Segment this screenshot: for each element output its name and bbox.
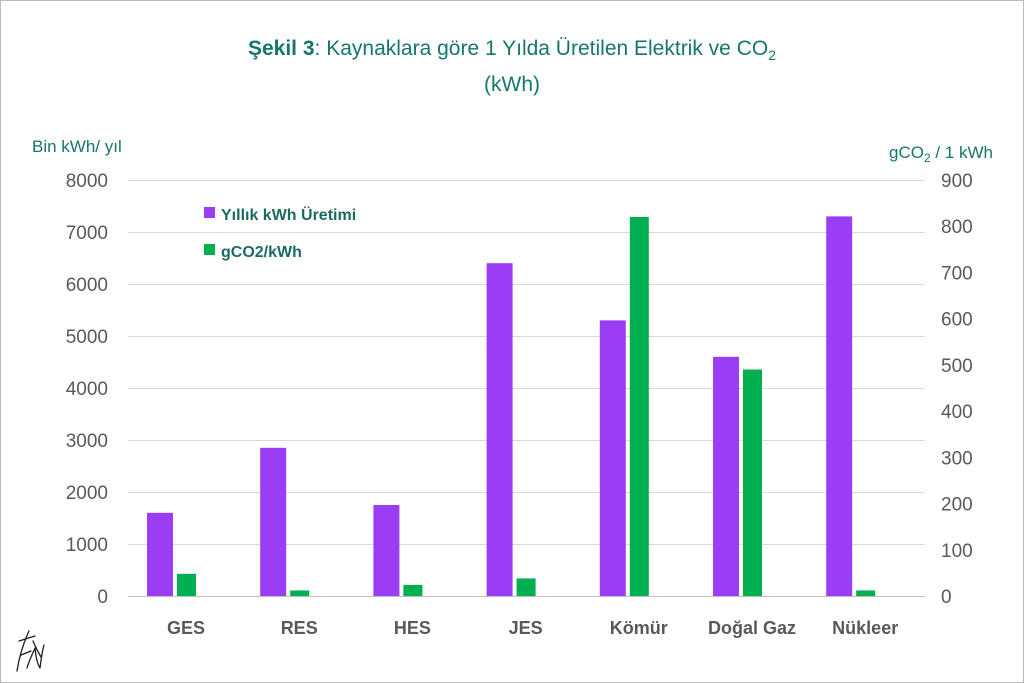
bar-emissions-res (290, 590, 310, 596)
bar-production-res (260, 447, 287, 596)
y-left-tick-label: 2000 (66, 483, 108, 504)
y-left-tick-label: 1000 (66, 535, 108, 556)
x-tick-label: GES (167, 618, 205, 638)
legend-item-emissions: gCO2/kWh (204, 244, 302, 261)
y-right-tick-label: 400 (941, 402, 973, 423)
y-left-tick-label: 5000 (66, 327, 108, 348)
gridlines (128, 180, 925, 597)
legend-label-emissions: gCO2/kWh (221, 244, 302, 261)
y-left-tick-label: 0 (97, 587, 108, 608)
chart-title-figure-number: Şekil 3 (248, 37, 315, 60)
chart-title: Şekil 3: Kaynaklara göre 1 Yılda Üretile… (248, 37, 776, 63)
bar-production-ges (147, 512, 173, 596)
y-right-tick-label: 100 (941, 541, 973, 562)
bar-production-doğal-gaz (713, 356, 739, 596)
signature (16, 630, 45, 672)
y-right-axis-title-subscript: 2 (924, 151, 931, 165)
legend-label-production: Yıllık kWh Üretimi (221, 205, 356, 224)
bar-emissions-hes (403, 584, 423, 596)
legend: Yıllık kWh Üretimi gCO2/kWh (204, 205, 356, 261)
x-tick-label: RES (281, 618, 318, 638)
y-right-tick-label: 200 (941, 495, 973, 516)
legend-swatch-production (204, 207, 215, 218)
legend-item-production: Yıllık kWh Üretimi (204, 205, 356, 224)
y-right-tick-label: 600 (941, 310, 973, 331)
bar-emissions-jes (516, 578, 536, 596)
y-right-tick-label: 300 (941, 448, 973, 469)
bars (147, 216, 876, 596)
y-left-tick-label: 4000 (66, 379, 108, 400)
bar-emissions-doğal-gaz (743, 369, 762, 596)
bar-emissions-nükleer (856, 590, 876, 596)
bar-production-jes (486, 263, 513, 596)
y-right-tick-label: 700 (941, 263, 973, 284)
y-right-tick-label: 500 (941, 356, 973, 377)
x-tick-label: Doğal Gaz (708, 618, 796, 638)
bar-emissions-kömür (629, 216, 649, 596)
x-tick-label: JES (509, 618, 543, 638)
x-tick-label: Kömür (610, 618, 668, 638)
bar-emissions-ges (177, 573, 196, 596)
chart-title-unit: (kWh) (484, 73, 540, 96)
legend-swatch-emissions (204, 244, 215, 255)
y-left-tick-label: 3000 (66, 431, 108, 452)
chart-title-text: : Kaynaklara göre 1 Yılda Üretilen Elekt… (315, 37, 769, 60)
tick-labels: 0 1000 2000 3000 4000 5000 6000 7000 8000 0 100 200… (66, 171, 973, 608)
x-tick-label: Nükleer (832, 618, 898, 638)
y-left-axis-title: Bin kWh/ yıl (32, 137, 122, 156)
bar-production-kömür (599, 320, 626, 596)
bar-production-nükleer (826, 216, 853, 596)
y-right-tick-label: 800 (941, 217, 973, 238)
y-right-tick-label: 0 (941, 587, 952, 608)
chart-title-subscript: 2 (768, 47, 776, 63)
x-tick-label: HES (394, 618, 431, 638)
y-left-tick-label: 7000 (66, 223, 108, 244)
category-labels: GES RES HES JES Kömür Doğal Gaz Nükleer (167, 618, 898, 638)
y-right-axis-title-main: gCO (889, 143, 924, 162)
y-right-axis-title-rest: / 1 kWh (931, 143, 993, 162)
y-left-tick-label: 6000 (66, 275, 108, 296)
y-right-axis-title: gCO2 / 1 kWh (889, 143, 993, 165)
y-right-tick-label: 900 (941, 171, 973, 192)
y-left-tick-label: 8000 (66, 171, 108, 192)
bar-production-hes (373, 505, 400, 596)
